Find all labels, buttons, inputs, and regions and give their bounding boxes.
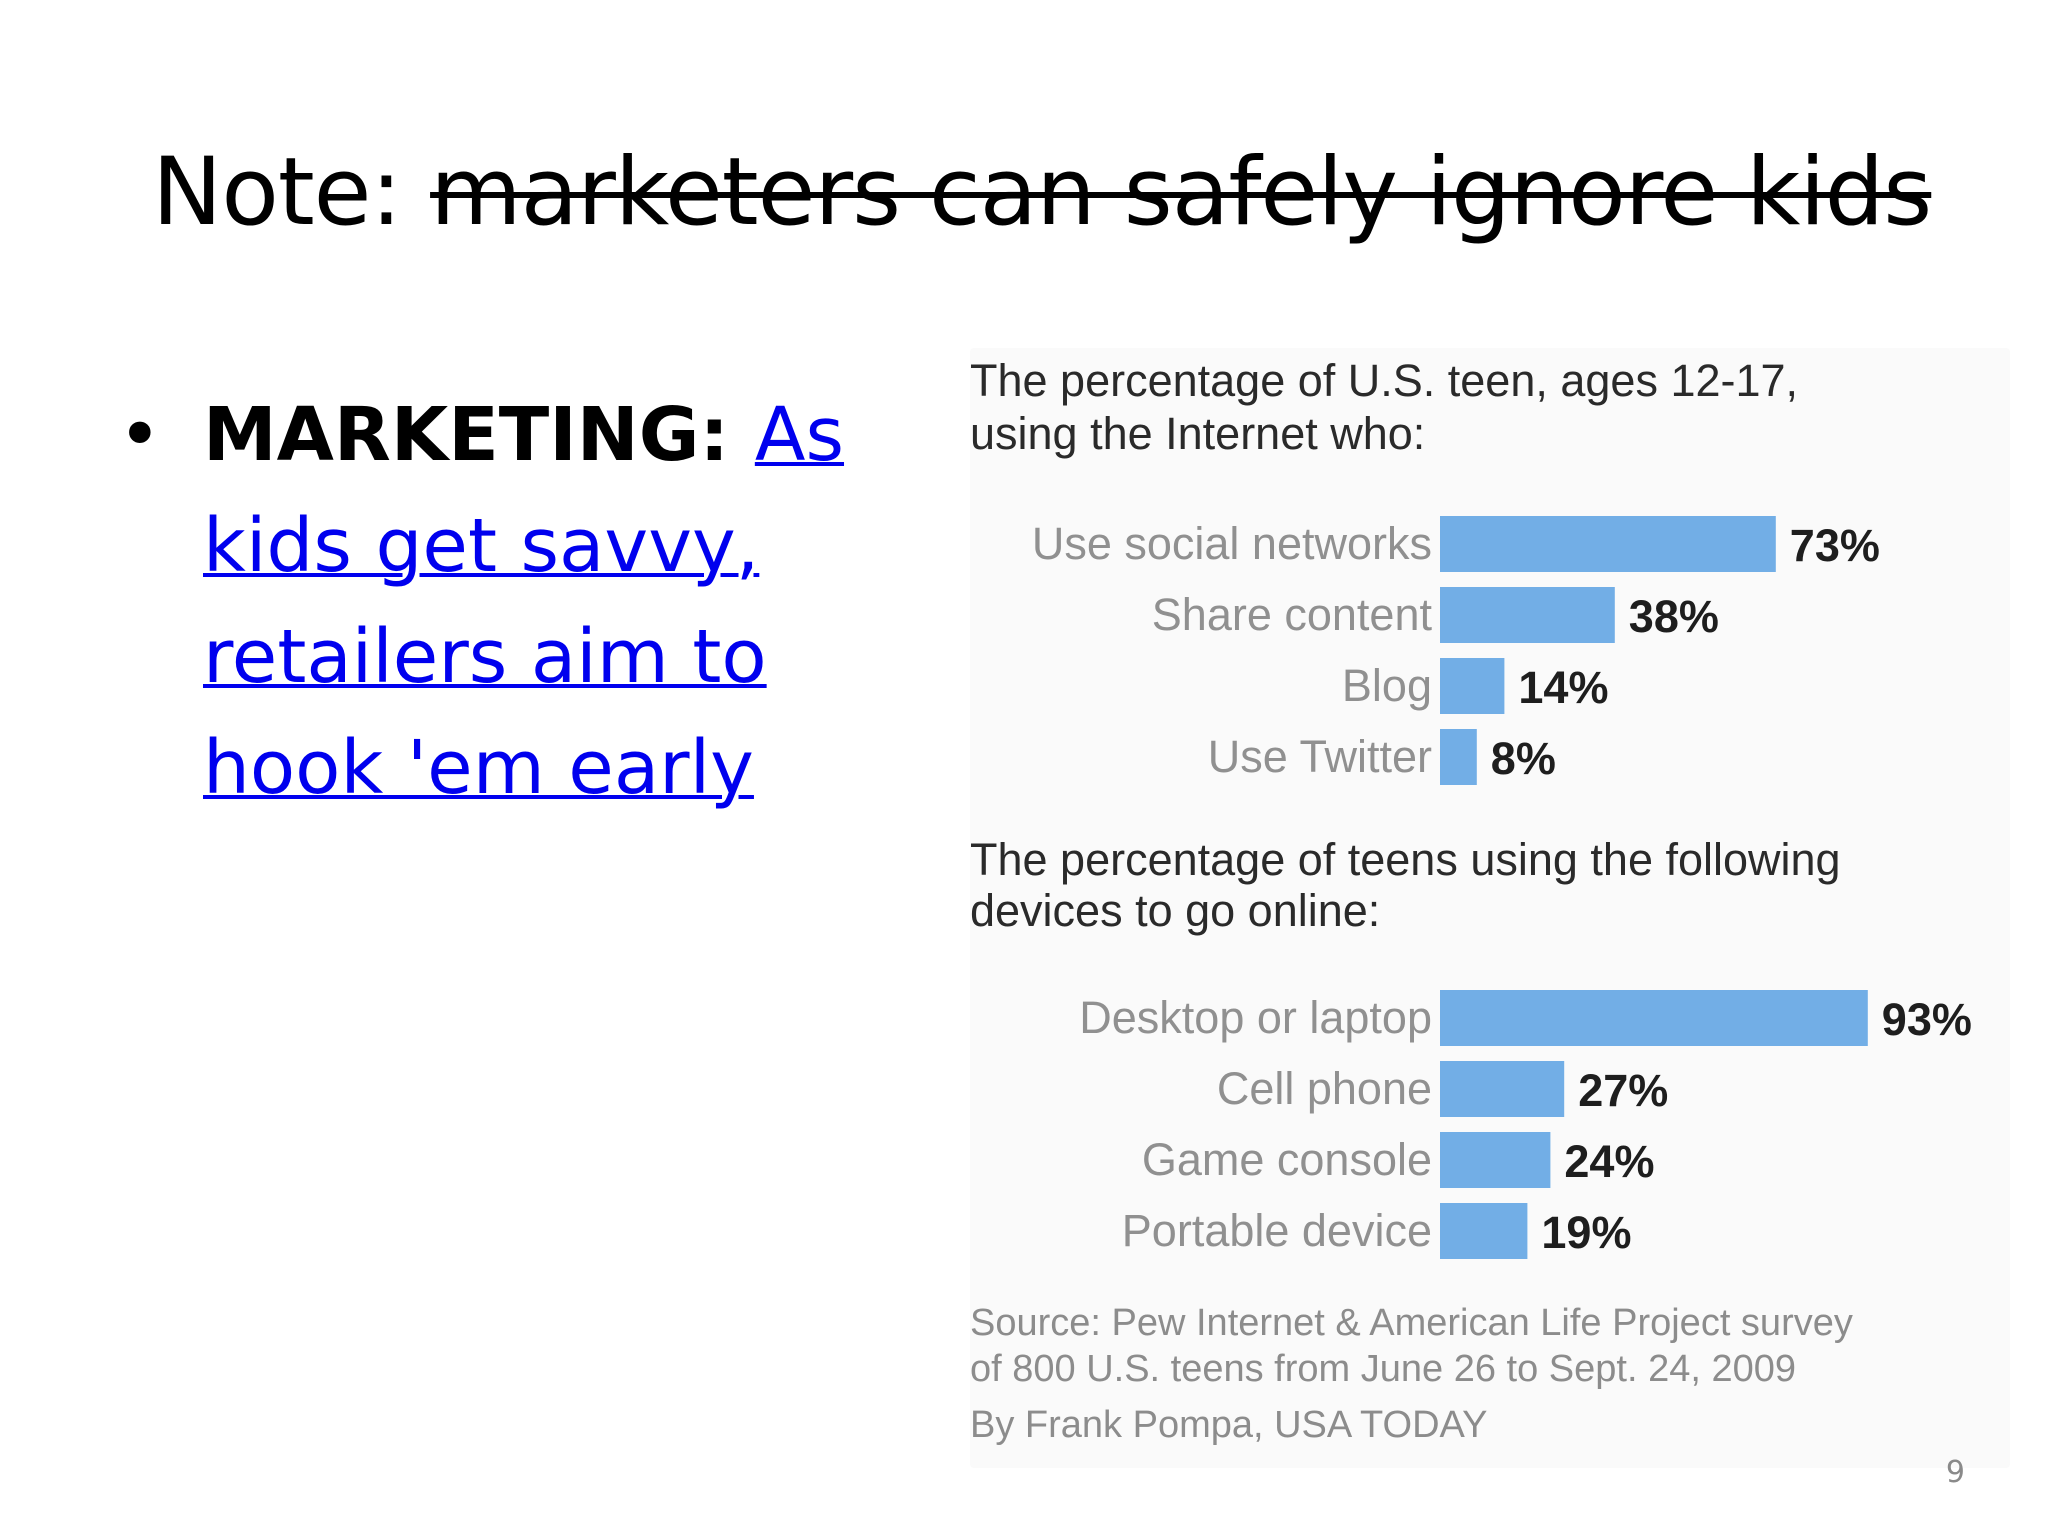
chart1-category-label: Use Twitter	[1208, 731, 1432, 782]
chart2-bars: Desktop or laptop 93% Cell phone 27% Game co…	[1079, 990, 1972, 1259]
chart2-category-label: Desktop or laptop	[1079, 992, 1432, 1043]
bullet-content: MARKETING: As kids get savvy, retailers …	[203, 380, 963, 824]
chart1-category-label: Share content	[1152, 589, 1433, 640]
slide-title: Note: marketers can safely ignore kids	[152, 128, 1952, 258]
chart1-value-label: 73%	[1790, 520, 1880, 571]
chart2-bar	[1440, 1203, 1528, 1259]
chart2-category-label: Portable device	[1122, 1205, 1432, 1256]
chart1-bar	[1440, 516, 1776, 572]
chart1-value-label: 14%	[1518, 662, 1608, 713]
chart2-bar	[1440, 1132, 1551, 1188]
chart2-title-line2: devices to go online:	[970, 885, 1380, 936]
chart1-value-label: 8%	[1491, 733, 1556, 784]
chart-svg: The percentage of U.S. teen, ages 12-17,…	[970, 355, 1972, 1446]
source-line-1: Source: Pew Internet & American Life Pro…	[970, 1302, 1853, 1344]
title-struck-text: marketers can safely ignore kids	[430, 138, 1932, 247]
chart2-value-label: 19%	[1541, 1207, 1631, 1258]
bullet-lead: MARKETING:	[203, 392, 755, 478]
article-link[interactable]: As kids get savvy, retailers aim to hook…	[203, 392, 845, 811]
chart1-category-label: Use social networks	[1032, 518, 1432, 569]
chart2-value-label: 93%	[1882, 994, 1972, 1045]
chart1-value-label: 38%	[1629, 591, 1719, 642]
title-prefix: Note:	[152, 138, 431, 247]
chart2-value-label: 24%	[1564, 1136, 1654, 1187]
byline: By Frank Pompa, USA TODAY	[970, 1404, 1487, 1446]
chart1-bars: Use social networks 73% Share content 38% Bl…	[1032, 516, 1880, 785]
source-line-2: of 800 U.S. teens from June 26 to Sept. …	[970, 1348, 1796, 1390]
chart1-category-label: Blog	[1342, 660, 1432, 711]
chart1-title-line2: using the Internet who:	[970, 408, 1425, 459]
chart1-bar	[1440, 587, 1615, 643]
chart1-bar	[1440, 658, 1505, 714]
chart2-bar	[1440, 1061, 1565, 1117]
chart2-value-label: 27%	[1578, 1065, 1668, 1116]
chart2-bar	[1440, 990, 1868, 1046]
chart2-category-label: Game console	[1142, 1134, 1432, 1185]
chart1-title-line1: The percentage of U.S. teen, ages 12-17,	[970, 355, 1798, 406]
chart-image: The percentage of U.S. teen, ages 12-17,…	[970, 348, 2010, 1468]
chart1-bar	[1440, 729, 1477, 785]
bullet-dot: •	[118, 392, 162, 478]
chart2-title-line1: The percentage of teens using the follow…	[970, 834, 1841, 885]
chart2-category-label: Cell phone	[1217, 1063, 1432, 1114]
page-number: 9	[1945, 1455, 1965, 1490]
